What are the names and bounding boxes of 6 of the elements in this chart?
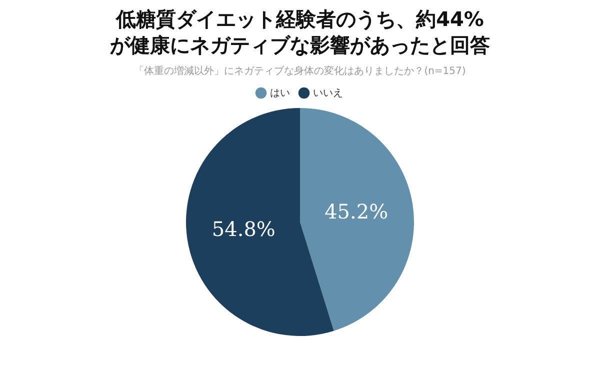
data-label: 54.8% <box>212 216 276 241</box>
legend-label: いいえ <box>313 88 343 99</box>
legend-label: はい <box>270 88 290 99</box>
chart-title: 低糖質ダイエット経験者のうち、約44%が健康にネガティブな影響があったと回答 <box>109 6 491 58</box>
chart-subtitle: 「体重の増減以外」にネガティブな身体の変化はありましたか？(n=157) <box>133 64 467 78</box>
data-label: 45.2% <box>324 200 388 224</box>
